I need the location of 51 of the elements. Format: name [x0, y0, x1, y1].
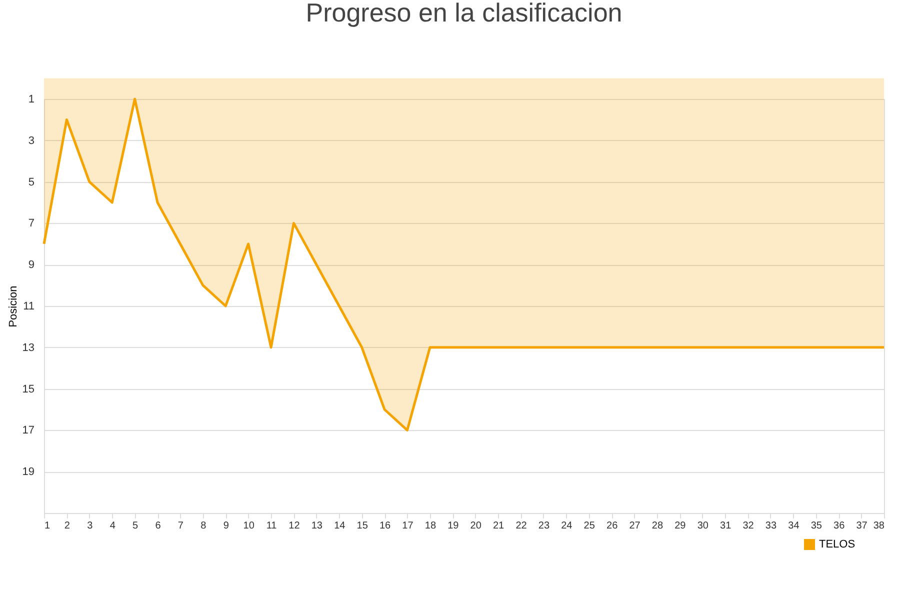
y-tick-label: 5 — [28, 176, 34, 188]
chart-title: Progreso en la clasificacion — [306, 0, 622, 28]
x-tick-label: 17 — [402, 520, 414, 532]
x-tick-label: 29 — [674, 520, 686, 532]
x-tick-label: 20 — [470, 520, 482, 532]
x-tick-label: 7 — [178, 520, 184, 532]
x-tick-label: 38 — [873, 520, 885, 532]
x-tick-label: 26 — [606, 520, 618, 532]
y-axis-title: Posicion — [7, 286, 20, 328]
x-tick-label: 2 — [64, 520, 70, 532]
x-tick-label: 13 — [311, 520, 323, 532]
x-tick-label: 3 — [87, 520, 94, 532]
x-tick-label: 9 — [223, 520, 230, 532]
x-tick-label: 15 — [356, 520, 368, 532]
x-tick-label: 4 — [110, 520, 116, 532]
x-tick-label: 25 — [584, 520, 596, 532]
x-tick-label: 14 — [334, 520, 346, 532]
y-tick-label: 3 — [28, 134, 34, 147]
x-tick-label: 22 — [516, 520, 528, 532]
x-tick-label: 28 — [652, 520, 664, 532]
x-tick-label: 23 — [538, 520, 550, 532]
y-tick-label: 9 — [28, 259, 34, 272]
y-tick-label: 13 — [22, 342, 34, 354]
x-tick-label: 27 — [629, 520, 641, 532]
x-tick-label: 32 — [742, 520, 754, 532]
y-tick-label: 19 — [22, 466, 34, 478]
x-tick-label: 11 — [266, 520, 278, 532]
y-tick-label: 15 — [22, 383, 34, 396]
y-tick-label: 17 — [22, 424, 34, 437]
x-tick-label: 33 — [765, 520, 777, 532]
x-tick-label: 10 — [243, 520, 255, 532]
x-tick-label: 5 — [132, 520, 139, 532]
x-tick-label: 19 — [448, 520, 460, 532]
x-tick-label: 35 — [810, 520, 822, 532]
x-tick-label: 12 — [288, 520, 300, 532]
x-tick-label: 36 — [834, 520, 846, 532]
x-tick-label: 1 — [44, 520, 50, 532]
x-tick-label: 6 — [155, 520, 162, 532]
x-tick-label: 16 — [379, 520, 392, 532]
x-tick-label: 30 — [697, 520, 709, 532]
y-tick-label: 7 — [28, 218, 34, 230]
x-tick-label: 37 — [856, 520, 868, 532]
x-tick-label: 31 — [720, 520, 732, 532]
y-tick-label: 1 — [28, 94, 34, 106]
x-tick-label: 18 — [424, 520, 436, 532]
y-tick-label: 11 — [23, 300, 34, 312]
legend-label: TELOS — [819, 538, 856, 550]
x-tick-label: 8 — [200, 520, 207, 532]
x-tick-label: 34 — [788, 520, 800, 532]
x-tick-label: 24 — [561, 520, 573, 532]
x-tick-label: 21 — [492, 520, 505, 532]
